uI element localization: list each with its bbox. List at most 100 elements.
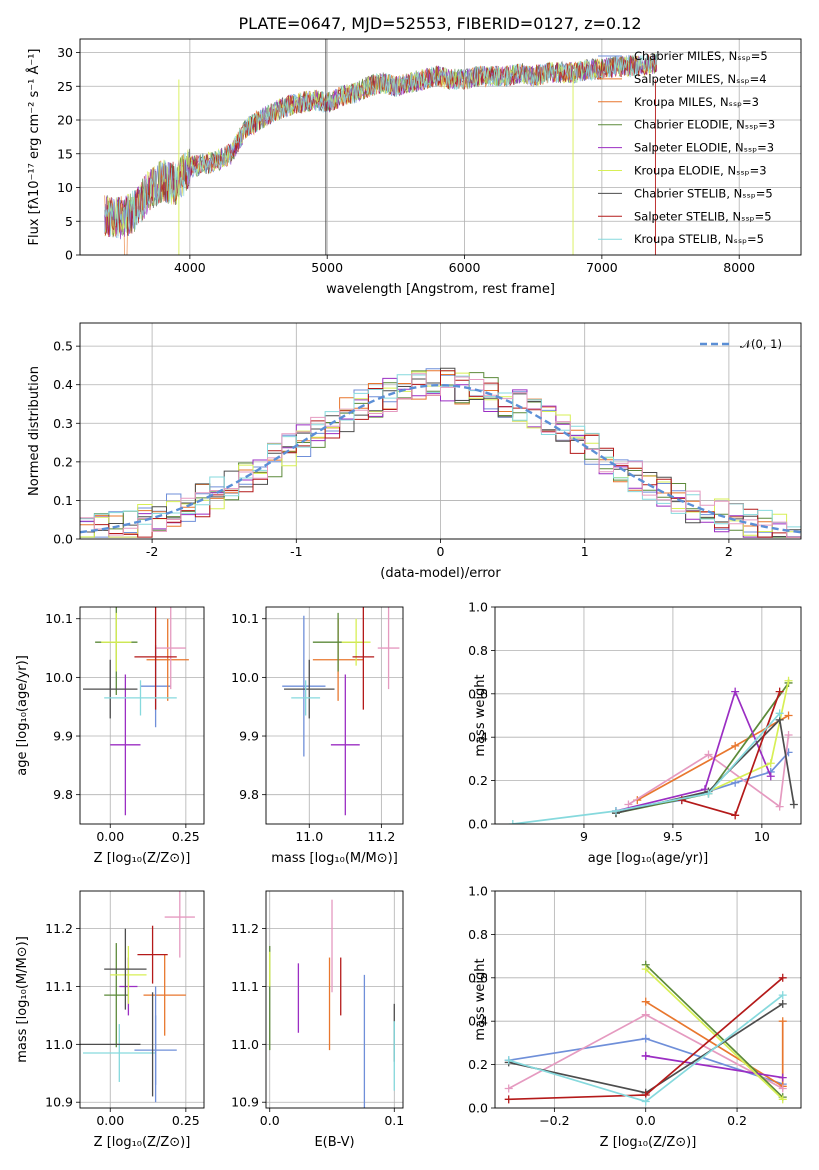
spectrum-line-kroupa-stelib [104,53,658,239]
plot-area [80,367,801,538]
x-tick-label: 8000 [723,260,755,275]
y-tick-label: 9.8 [239,787,259,802]
weight-marker [778,1073,787,1082]
histogram-step-kroupa-miles [80,373,801,538]
normal-reference-curve [80,383,801,534]
weight-marker [611,806,620,815]
plot-area [83,607,189,816]
y-tick-label: 10.9 [45,1095,73,1110]
legend-label: Chabrier STELIB, Nₛₛₚ=5 [634,186,773,200]
legend-label: 𝒩(0, 1) [740,337,782,351]
grid [80,607,204,824]
y-tick-label: 1.0 [468,884,488,899]
weight-line-chabrier-elodie [645,964,784,1098]
weight-marker [778,1095,787,1104]
axes-frame [265,606,404,825]
y-tick-label: 15 [57,146,73,161]
weight-marker [784,676,793,685]
y-tick-label: 25 [57,79,73,94]
x-tick-label: 0.2 [727,1113,747,1128]
y-tick-label: 10.0 [231,670,259,685]
x-tick-label: 0.25 [172,829,200,844]
weight-marker [704,750,713,759]
age-vs-metallicity-panel: 0.00 0.25 9.8 9.9 10.0 10.1 Z [log₁₀(Z/Z⊙)] age… [15,606,205,866]
legend-label: Kroupa ELODIE, Nₛₛₚ=3 [634,164,767,178]
axes-frame [265,890,404,1109]
axes-frame [79,38,802,256]
weight-marker [641,997,650,1006]
y-tick-label: 10.1 [231,611,259,626]
y-tick-label: 0.0 [53,532,73,547]
axes-frame [494,890,802,1109]
y-axis-label: Normed distribution [27,366,42,496]
x-tick-label: 0 [437,544,445,559]
weight-marker [641,1010,650,1019]
age-vs-mass-panel: 11.0 11.2 9.8 9.9 10.0 10.1 mass [log₁₀(M/M⊙)] [231,606,404,866]
x-axis-label: mass [log₁₀(M/M⊙)] [271,851,398,866]
x-tick-label: 0.1 [384,1113,404,1128]
y-tick-label: 10.1 [45,611,73,626]
legend-label: Chabrier ELODIE, Nₛₛₚ=3 [634,118,775,132]
weight-line-kroupa-elodie [645,968,784,1100]
y-tick-label: 11.0 [45,1037,73,1052]
y-tick-label: 0.2 [468,773,488,788]
plot-area [269,899,395,1108]
y-tick-label: 1.0 [468,600,488,615]
x-tick-label: -1 [290,544,302,559]
y-axis-label: mass weight [473,674,488,756]
y-axis-label: Flux [fλ10⁻¹⁷ erg cm⁻² s⁻¹ Å⁻¹] [26,49,42,246]
x-tick-label: 10 [754,829,770,844]
y-tick-label: 0.4 [468,1014,488,1029]
x-tick-label: 2 [725,544,733,559]
weight-marker [508,820,517,824]
x-tick-label: 0.25 [172,1113,200,1128]
y-tick-label: 10.0 [45,670,73,685]
weight-marker [766,772,775,781]
x-axis-label: wavelength [Angstrom, rest frame] [326,282,555,297]
y-tick-label: 9.8 [53,787,73,802]
x-tick-label: 0.00 [96,829,124,844]
x-axis-label: age [log₁₀(age/yr)] [588,851,709,866]
x-axis-label: Z [log₁₀(Z/Z⊙)] [94,1135,191,1150]
weight-marker [504,1056,513,1065]
residual-histogram-panel: -2 -1 0 1 2 0.0 0.1 0.2 0.3 0.4 0.5 (data-model)/er… [27,322,802,581]
x-tick-label: 0.0 [636,1113,656,1128]
weight-marker [778,991,787,1000]
x-tick-label: 4000 [174,260,206,275]
y-tick-label: 0 [65,248,73,263]
weight-marker [641,1034,650,1043]
grid [80,891,204,1108]
weight-marker [504,1095,513,1104]
legend-label: Kroupa STELIB, Nₛₛₚ=5 [634,232,764,246]
x-tick-label: 11.0 [295,829,323,844]
x-axis-label: Z [log₁₀(Z/Z⊙)] [94,851,191,866]
mass-vs-ebv-panel: 0.0 0.1 10.9 11.0 11.1 11.2 E(B-V) [231,890,404,1150]
weight-marker [789,800,798,809]
y-tick-label: 0.0 [468,1101,488,1116]
y-tick-label: 0.2 [53,454,73,469]
y-tick-label: 0.2 [468,1057,488,1072]
weight-marker [641,1097,650,1106]
weight-marker [775,687,784,696]
weight-line-chabrier-miles [615,751,790,812]
x-tick-label: -2 [146,544,158,559]
y-tick-label: 0.4 [468,730,488,745]
plot-area [282,607,400,816]
weight-marker [704,789,713,798]
y-tick-label: 0.5 [53,339,73,354]
y-tick-label: 11.0 [231,1037,259,1052]
y-axis-label: age [log₁₀(age/yr)] [15,655,30,776]
x-tick-label: 5000 [311,260,343,275]
x-axis-label: Z [log₁₀(Z/Z⊙)] [600,1135,697,1150]
plot-area [80,891,195,1103]
x-tick-label: 1 [581,544,589,559]
y-tick-label: 9.9 [239,729,259,744]
weight-marker [775,709,784,718]
x-axis-label: (data-model)/error [380,566,501,581]
weight-marker [778,1017,787,1026]
weight-line-salpeter-elodie [615,689,772,812]
legend-label: Chabrier MILES, Nₛₛₚ=5 [634,49,768,63]
y-tick-label: 9.9 [53,729,73,744]
spectrum-line-salpeter-stelib [104,54,658,238]
axes-frame [79,606,205,825]
